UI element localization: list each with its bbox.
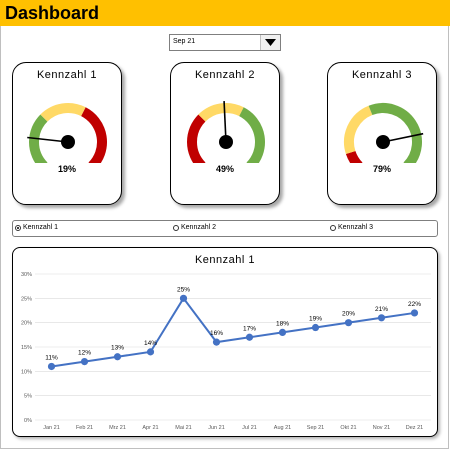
y-tick-label: 15% bbox=[21, 345, 32, 351]
x-tick-label: Jun 21 bbox=[208, 425, 225, 431]
x-tick-label: Dez 21 bbox=[406, 425, 423, 431]
gauge-card-2: Kennzahl 2 49% bbox=[170, 62, 280, 205]
page-title: Dashboard bbox=[5, 3, 100, 23]
data-label: 18% bbox=[276, 320, 289, 327]
data-label: 12% bbox=[78, 350, 91, 357]
data-label: 13% bbox=[111, 345, 124, 352]
option-kennzahl-1[interactable]: Kennzahl 1 bbox=[15, 224, 58, 234]
gauge-segment bbox=[40, 103, 86, 122]
x-tick-label: Mrz 21 bbox=[109, 425, 126, 431]
gauge-hub bbox=[376, 135, 390, 149]
x-tick-label: Jan 21 bbox=[43, 425, 60, 431]
radio-unchecked-icon[interactable] bbox=[330, 224, 336, 231]
gauge-value: 49% bbox=[215, 164, 234, 174]
gauge-hub bbox=[61, 135, 75, 149]
option-kennzahl-3[interactable]: Kennzahl 3 bbox=[330, 224, 373, 234]
x-tick-label: Feb 21 bbox=[76, 425, 93, 431]
gauge-value: 19% bbox=[57, 164, 76, 174]
gauge-segment bbox=[238, 107, 265, 163]
x-tick-label: Mai 21 bbox=[175, 425, 192, 431]
gauge-segment bbox=[29, 114, 48, 163]
y-tick-label: 20% bbox=[21, 321, 32, 327]
data-point bbox=[278, 328, 287, 336]
data-point bbox=[179, 294, 188, 302]
y-tick-label: 0% bbox=[24, 418, 32, 424]
data-label: 22% bbox=[408, 301, 421, 308]
data-label: 14% bbox=[144, 340, 157, 347]
gauge-segment bbox=[345, 150, 363, 163]
line-chart-panel: 0% 5% 10% 15% 20% 25% 30% Jan 21 Feb 21 Mrz 21 Apr… bbox=[12, 247, 438, 437]
gauge-segment bbox=[80, 107, 107, 163]
radio-checked-icon[interactable] bbox=[15, 224, 21, 231]
data-label: 20% bbox=[342, 311, 355, 318]
data-label: 17% bbox=[243, 325, 256, 332]
data-point bbox=[47, 362, 56, 371]
line-chart: 0% 5% 10% 15% 20% 25% 30% Jan 21 Feb 21 Mrz 21 Apr… bbox=[21, 272, 431, 431]
gauge-hub bbox=[219, 135, 233, 149]
y-tick-label: 5% bbox=[24, 394, 32, 400]
gauge-title: Kennzahl 2 bbox=[194, 69, 256, 81]
gauge-segment bbox=[368, 103, 422, 163]
data-point bbox=[410, 309, 419, 317]
data-label: 25% bbox=[177, 286, 190, 293]
title-bar: Dashboard bbox=[0, 0, 450, 26]
kennzahl-option-group: Kennzahl 1 Kennzahl 2 Kennzahl 3 bbox=[12, 220, 438, 237]
month-dropdown[interactable]: Sep 21 bbox=[169, 34, 281, 51]
data-label: 21% bbox=[375, 306, 388, 313]
data-point bbox=[80, 358, 89, 366]
gauge-dial bbox=[344, 103, 424, 163]
option-kennzahl-2[interactable]: Kennzahl 2 bbox=[173, 224, 216, 234]
option-label: Kennzahl 1 bbox=[23, 224, 59, 231]
dashboard-frame bbox=[0, 26, 449, 449]
series-line bbox=[51, 296, 415, 368]
data-point bbox=[245, 333, 254, 341]
option-label: Kennzahl 2 bbox=[181, 224, 217, 231]
gauge-segment bbox=[344, 105, 373, 155]
data-point bbox=[377, 314, 386, 322]
x-tick-label: Nov 21 bbox=[373, 425, 390, 431]
y-tick-label: 10% bbox=[21, 369, 32, 375]
data-point bbox=[344, 319, 353, 327]
data-label: 11% bbox=[45, 354, 58, 361]
data-point bbox=[146, 348, 155, 356]
x-tick-label: Jul 21 bbox=[242, 425, 257, 431]
gauge-dial bbox=[27, 103, 107, 163]
gauge-dial bbox=[187, 101, 265, 163]
data-point bbox=[212, 338, 221, 346]
option-label: Kennzahl 3 bbox=[338, 224, 374, 231]
gauge-segment bbox=[187, 114, 206, 163]
y-tick-label: 30% bbox=[21, 272, 32, 278]
gauge-segment bbox=[198, 103, 244, 122]
gauge-title: Kennzahl 3 bbox=[351, 69, 413, 81]
chart-title: Kennzahl 1 bbox=[194, 254, 256, 266]
data-point bbox=[113, 353, 122, 361]
dropdown-button[interactable] bbox=[260, 35, 280, 50]
x-tick-label: Aug 21 bbox=[274, 425, 291, 431]
data-point bbox=[311, 323, 320, 332]
x-tick-label: Sep 21 bbox=[307, 425, 324, 431]
gauge-value: 79% bbox=[372, 164, 391, 174]
data-label: 16% bbox=[210, 330, 223, 337]
gauge-card-1: Kennzahl 1 19% bbox=[12, 62, 122, 205]
gauge-card-3: Kennzahl 3 79% bbox=[327, 62, 437, 205]
gauge-title: Kennzahl 1 bbox=[36, 69, 98, 81]
data-label: 19% bbox=[309, 316, 322, 323]
x-tick-label: Apr 21 bbox=[142, 425, 158, 431]
y-tick-label: 25% bbox=[21, 296, 32, 302]
month-dropdown-value: Sep 21 bbox=[173, 38, 196, 45]
x-tick-label: Okt 21 bbox=[340, 425, 356, 431]
radio-unchecked-icon[interactable] bbox=[173, 224, 179, 231]
dropdown-arrow-icon bbox=[265, 39, 276, 46]
